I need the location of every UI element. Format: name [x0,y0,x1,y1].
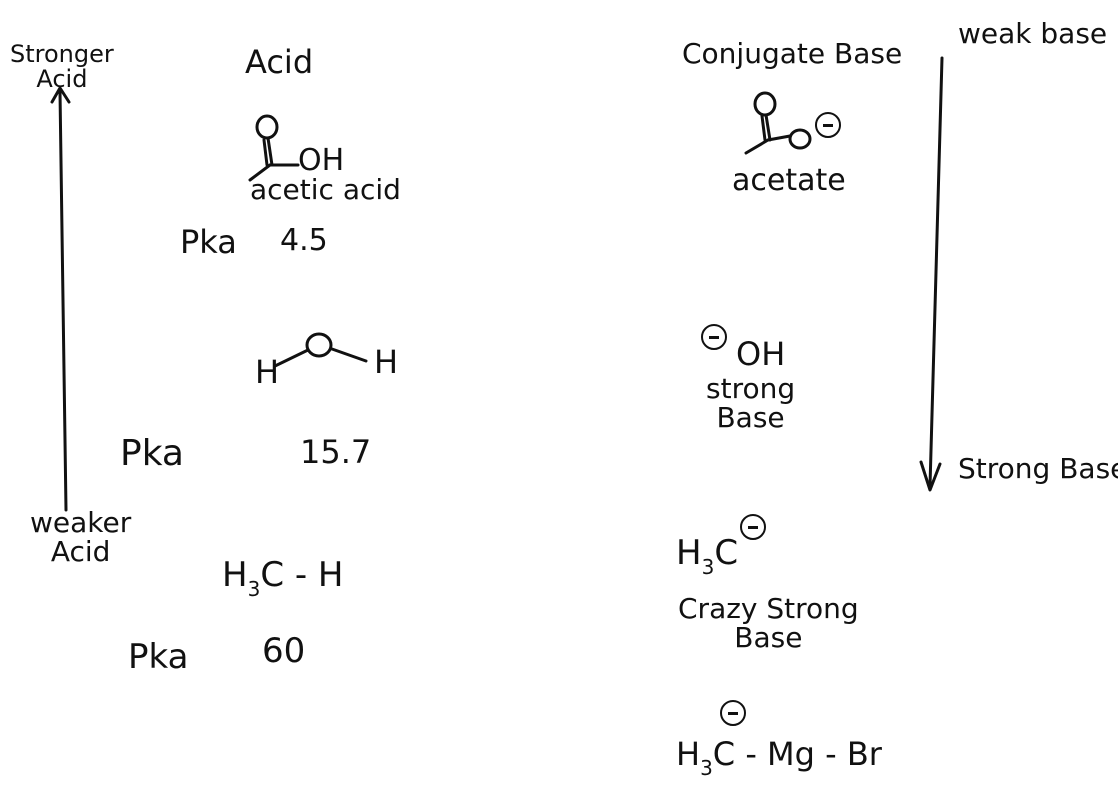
stronger-acid-label: Stronger Acid [10,40,114,94]
grignard-formula: H3C - Mg - Br [676,735,882,780]
methane-pka-value: 60 [262,631,306,671]
negative-charge-icon [740,514,766,540]
acetic-acid-name: acetic acid [250,173,401,206]
acetic-acid-structure [248,114,300,182]
water-pka-label: Pka [120,433,184,474]
water-pka-value: 15.7 [300,433,372,471]
negative-charge-icon [720,700,746,726]
methane-pka-label: Pka [128,637,189,677]
water-h-right: H [374,343,399,381]
acetate-structure [744,91,812,155]
weak-base-label: weak base [958,17,1108,50]
acetic-acid-pka-value: 4.5 [280,223,328,258]
water-h-left: H [255,353,280,391]
acetate-name: acetate [732,163,846,198]
hydroxide-description: strong Base [706,372,796,435]
water-structure [273,332,368,368]
strong-base-label: Strong Base [958,452,1118,485]
acetic-acid-pka-label: Pka [180,223,237,261]
methyl-anion-description: Crazy Strong Base [678,592,859,655]
negative-charge-icon [701,324,727,350]
negative-charge-icon [815,112,841,138]
acetic-acid-oh: OH [298,143,345,178]
hydroxide-formula: OH [736,335,786,373]
methyl-anion-formula: H3C [676,533,739,579]
acid-header: Acid [245,43,314,81]
weaker-acid-label: weaker Acid [30,506,132,569]
acidity-arrow [50,86,71,512]
methane-formula: H3C - H [222,555,344,601]
basicity-arrow [919,56,944,492]
conjugate-base-header: Conjugate Base [682,37,903,70]
